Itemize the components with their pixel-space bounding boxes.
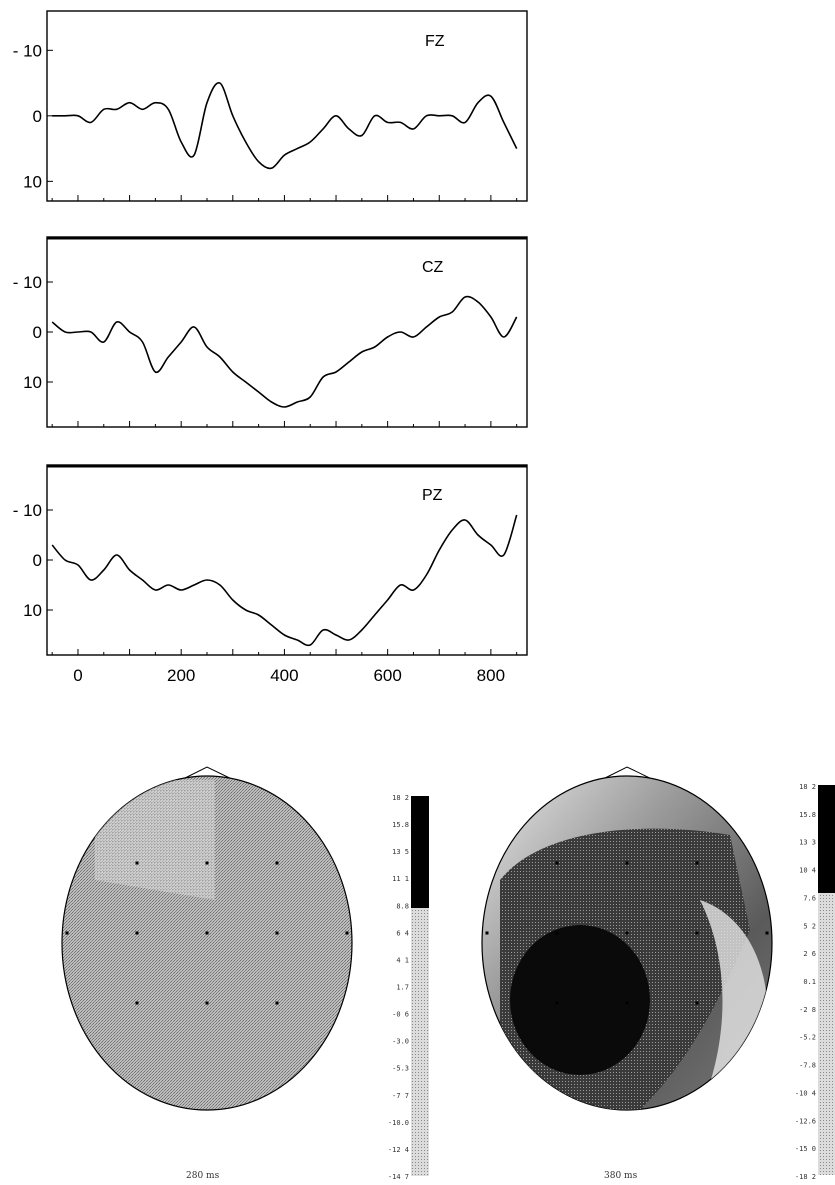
topomap-left: 280 ms 18 2 15.8 13 5 11 1 8.8 6 4 4 1 1.7 -0 6 -… [61, 766, 429, 1181]
cz-channel-label: CZ [422, 259, 444, 276]
pz-channel-label: PZ [422, 487, 443, 504]
x-tick-label: 400 [270, 666, 298, 685]
electrode-marker [135, 931, 139, 935]
colorbar-tick-label: -2 8 [799, 1006, 816, 1014]
colorbar-labels: 18 2 15.8 13 3 10 4 7.6 5 2 2 6 0.1 -2 8 -5.2 -7.8… [795, 783, 816, 1181]
y-tick-label: 0 [33, 107, 42, 126]
colorbar-gradient [818, 893, 835, 1175]
electrode-marker [205, 861, 209, 865]
y-tick-label: 10 [23, 601, 42, 620]
electrode-marker [765, 931, 769, 935]
colorbar-tick-label: -10.0 [388, 1119, 409, 1127]
electrode-marker [625, 1001, 629, 1005]
y-tick-label: - 10 [13, 501, 42, 520]
frontal-light-region [95, 780, 215, 900]
colorbar-tick-label: 2 6 [803, 950, 816, 958]
cz-waveform-panel: CZ - 10 0 10 [13, 236, 528, 428]
fz-trace [52, 82, 518, 170]
electrode-marker [625, 861, 629, 865]
fz-channel-label: FZ [425, 33, 445, 50]
cz-plot-frame [46, 236, 528, 428]
colorbar-tick-label: -7.8 [799, 1062, 816, 1070]
colorbar-tick-label: 5 2 [803, 922, 816, 930]
electrode-marker [695, 1001, 699, 1005]
y-tick-label: 0 [33, 323, 42, 342]
electrode-marker [625, 931, 629, 935]
colorbar-tick-label: 0.1 [803, 978, 816, 986]
colorbar-tick-label: 4 1 [396, 956, 409, 964]
colorbar-tick-label: 1.7 [396, 984, 409, 992]
electrode-marker [205, 1001, 209, 1005]
colorbar-tick-label: -5.3 [392, 1065, 409, 1073]
colorbar-tick-label: 18 2 [392, 794, 409, 802]
x-tick-label: 0 [73, 666, 82, 685]
x-tick-label: 600 [373, 666, 401, 685]
electrode-marker [695, 861, 699, 865]
colorbar-tick-label: 13 3 [799, 839, 816, 847]
colorbar-tick-label: -3.0 [392, 1038, 409, 1046]
y-tick-label: 10 [23, 373, 42, 392]
electrode-marker [275, 931, 279, 935]
fz-waveform-panel: FZ - 10 0 10 [13, 10, 528, 202]
colorbar-tick-label: -7 7 [392, 1092, 409, 1100]
map-caption: 380 ms [604, 1171, 638, 1181]
electrode-marker [135, 1001, 139, 1005]
map-caption: 280 ms [186, 1171, 220, 1181]
y-tick-label: 0 [33, 551, 42, 570]
negative-peak-region [510, 925, 650, 1075]
electrode-marker [555, 931, 559, 935]
colorbar-tick-label: 13 5 [392, 848, 409, 856]
colorbar-tick-label: 7.6 [803, 894, 816, 902]
electrode-marker [695, 931, 699, 935]
y-tick-label: - 10 [13, 273, 42, 292]
electrode-marker [65, 931, 69, 935]
colorbar-tick-label: 10 4 [799, 867, 816, 875]
y-tick-label: - 10 [13, 41, 42, 60]
colorbar-gradient [411, 908, 429, 1176]
colorbar-dark-block [818, 785, 835, 893]
y-tick-label: 10 [23, 172, 42, 191]
colorbar-tick-label: 11 1 [392, 875, 409, 883]
electrode-marker [205, 931, 209, 935]
colorbar-tick-label: 8.8 [396, 902, 409, 910]
electrode-marker [555, 1001, 559, 1005]
colorbar-tick-label: -0 6 [392, 1011, 409, 1019]
cz-trace [51, 295, 518, 408]
electrode-grid [485, 861, 769, 1005]
time-axis-labels: 0 200 400 600 800 [73, 666, 505, 685]
colorbar-tick-label: 18 2 [799, 783, 816, 791]
colorbar-tick-label: 6 4 [396, 929, 409, 937]
cz-axis-ticks: - 10 0 10 [13, 236, 527, 427]
pz-axis-ticks: - 10 0 10 [13, 464, 527, 655]
colorbar-dark-block [411, 796, 429, 908]
pz-plot-frame [46, 464, 528, 656]
colorbar-tick-label: -18 2 [795, 1173, 816, 1181]
fz-plot-frame [46, 10, 528, 202]
electrode-marker [345, 931, 349, 935]
topomap-right: 380 ms 18 2 15.8 13 3 10 4 7.6 5 2 2 6 0.1 -2 8 -… [481, 766, 835, 1181]
fz-axis-ticks: - 10 0 10 [13, 41, 518, 201]
colorbar-tick-label: -12.6 [795, 1117, 816, 1125]
pz-trace [51, 514, 518, 647]
electrode-marker [275, 1001, 279, 1005]
colorbar-tick-label: -12 4 [388, 1146, 409, 1154]
colorbar-tick-label: 15.8 [799, 811, 816, 819]
colorbar-tick-label: -14 7 [388, 1173, 409, 1181]
electrode-grid [65, 861, 349, 1005]
electrode-marker [485, 931, 489, 935]
electrode-marker [275, 861, 279, 865]
colorbar-tick-label: -10 4 [795, 1089, 816, 1097]
colorbar-tick-label: -5.2 [799, 1034, 816, 1042]
x-tick-label: 200 [167, 666, 195, 685]
electrode-marker [555, 861, 559, 865]
colorbar-tick-label: -15 0 [795, 1145, 816, 1153]
x-tick-label: 800 [477, 666, 505, 685]
colorbar-tick-label: 15.8 [392, 821, 409, 829]
colorbar-labels: 18 2 15.8 13 5 11 1 8.8 6 4 4 1 1.7 -0 6 -3.0 -5.3… [388, 794, 409, 1181]
electrode-marker [135, 861, 139, 865]
